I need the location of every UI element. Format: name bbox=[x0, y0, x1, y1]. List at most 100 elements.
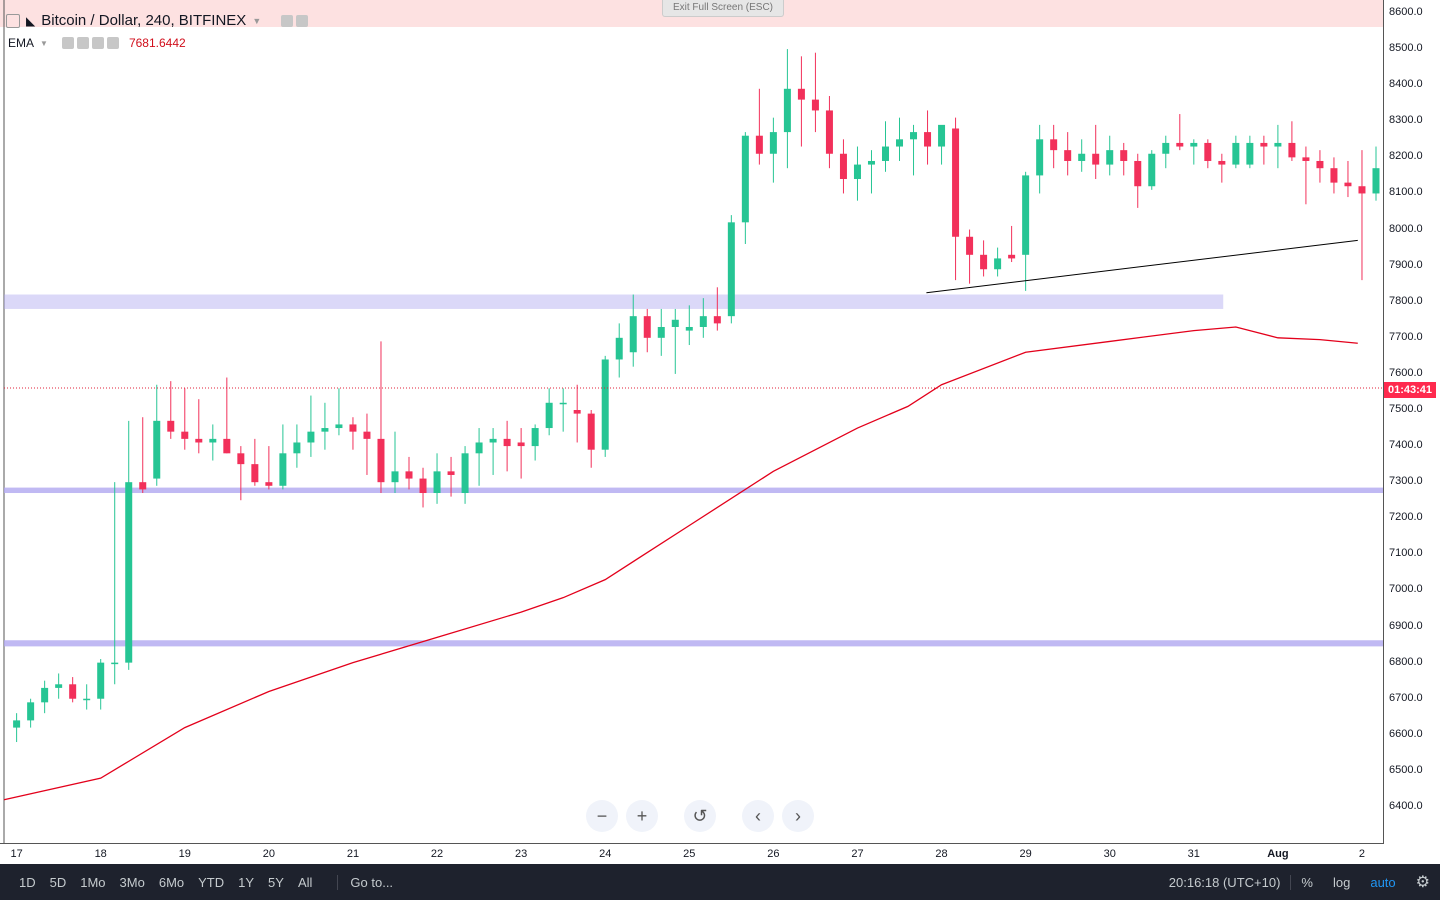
auto-toggle[interactable]: auto bbox=[1370, 874, 1396, 890]
ema-more-icon[interactable] bbox=[91, 37, 104, 49]
range-button[interactable]: 1Y bbox=[238, 874, 255, 890]
price-chart[interactable] bbox=[0, 0, 1383, 844]
candle bbox=[1064, 132, 1072, 176]
scroll-forward-button[interactable]: › bbox=[782, 800, 814, 832]
range-button[interactable]: 3Mo bbox=[119, 874, 145, 890]
candle-body bbox=[1022, 175, 1030, 255]
time-tick-label: 24 bbox=[599, 848, 612, 860]
percent-toggle[interactable]: % bbox=[1301, 874, 1313, 890]
zoom-in-button[interactable]: + bbox=[626, 800, 658, 832]
candle bbox=[1162, 135, 1170, 169]
range-button[interactable]: All bbox=[297, 874, 313, 890]
candle bbox=[475, 428, 483, 486]
reset-chart-button[interactable]: ↺ bbox=[684, 800, 716, 832]
candle-body bbox=[503, 438, 511, 447]
candle-body bbox=[307, 431, 315, 443]
exit-fullscreen-button[interactable]: Exit Full Screen (ESC) bbox=[662, 0, 784, 17]
candle-body bbox=[1064, 150, 1072, 161]
candle-body bbox=[1274, 142, 1282, 147]
candle-body bbox=[55, 684, 63, 688]
time-tick-label: 31 bbox=[1187, 848, 1200, 860]
candle-body bbox=[461, 453, 469, 494]
range-button[interactable]: 1Mo bbox=[80, 874, 106, 890]
price-tick-label: 6700.0 bbox=[1389, 691, 1423, 704]
candle-body bbox=[1176, 142, 1184, 147]
candle-body bbox=[1008, 254, 1016, 259]
candle bbox=[573, 384, 581, 443]
goto-button[interactable]: Go to... bbox=[337, 874, 393, 890]
candle-body bbox=[517, 442, 525, 447]
settings-icon[interactable] bbox=[296, 14, 309, 27]
price-tick-label: 8400.0 bbox=[1389, 78, 1423, 91]
candle bbox=[1302, 146, 1310, 205]
scroll-back-button[interactable]: ‹ bbox=[742, 800, 774, 832]
clock[interactable]: 20:16:18 (UTC+10) bbox=[1159, 874, 1292, 890]
candle-body bbox=[910, 132, 918, 140]
time-tick-label: 19 bbox=[178, 848, 191, 860]
candle bbox=[1036, 124, 1044, 194]
candle bbox=[41, 680, 49, 714]
candle-body bbox=[952, 128, 960, 237]
caret-down-icon[interactable]: ▼ bbox=[252, 15, 262, 26]
price-tick-label: 7000.0 bbox=[1389, 583, 1423, 596]
symbol-title: Bitcoin / Dollar, 240, BITFINEX bbox=[41, 12, 247, 29]
candle-body bbox=[405, 471, 413, 479]
settings-gear-icon[interactable]: ⚙ bbox=[1415, 874, 1430, 891]
ema-settings-icon[interactable] bbox=[76, 37, 89, 49]
candle-body bbox=[1204, 142, 1212, 161]
candle bbox=[265, 446, 273, 490]
range-button[interactable]: 1D bbox=[19, 874, 36, 890]
collapse-legend-icon[interactable] bbox=[6, 13, 20, 28]
candle-body bbox=[1288, 142, 1296, 158]
time-tick-label: 22 bbox=[430, 848, 444, 860]
candle-body bbox=[545, 402, 553, 429]
range-button[interactable]: YTD bbox=[198, 874, 225, 890]
candle-body bbox=[69, 684, 77, 699]
candle bbox=[1260, 135, 1268, 165]
candle bbox=[713, 287, 721, 331]
candle-body bbox=[825, 110, 833, 154]
candle-body bbox=[755, 135, 763, 154]
candle-body bbox=[433, 471, 441, 494]
candle-body bbox=[1302, 157, 1310, 161]
candle-body bbox=[489, 438, 497, 443]
ema-caret-icon[interactable]: ▼ bbox=[40, 38, 48, 48]
price-tick-label: 8300.0 bbox=[1389, 114, 1423, 127]
time-tick-label: 20 bbox=[262, 848, 275, 860]
log-toggle[interactable]: log bbox=[1332, 874, 1351, 890]
candle-body bbox=[265, 482, 273, 486]
candle bbox=[13, 713, 21, 743]
candle bbox=[755, 88, 763, 165]
candle-body bbox=[139, 482, 147, 490]
candle bbox=[839, 139, 847, 194]
candle bbox=[251, 438, 259, 486]
candle-body bbox=[1078, 153, 1086, 161]
candle-body bbox=[111, 662, 119, 665]
candle-body bbox=[783, 88, 791, 133]
candle bbox=[391, 431, 399, 494]
candle-body bbox=[699, 316, 707, 327]
candle bbox=[1288, 121, 1296, 161]
price-axis[interactable] bbox=[1383, 0, 1440, 844]
candle-body bbox=[1050, 139, 1058, 151]
zone-band bbox=[4, 294, 1224, 309]
visibility-icon[interactable] bbox=[281, 14, 294, 27]
zoom-out-button[interactable]: − bbox=[586, 800, 618, 832]
candle bbox=[825, 96, 833, 169]
zone-band bbox=[4, 487, 1383, 494]
candle bbox=[643, 308, 651, 353]
candle bbox=[1176, 114, 1184, 151]
price-tick-label: 8200.0 bbox=[1389, 150, 1423, 163]
ema-remove-icon[interactable] bbox=[106, 37, 119, 49]
candle-body bbox=[1246, 142, 1254, 165]
candle bbox=[587, 410, 595, 468]
ema-visibility-icon[interactable] bbox=[61, 37, 74, 49]
zoom-controls: − + ↺ ‹ › bbox=[586, 800, 814, 832]
candle bbox=[1246, 135, 1254, 169]
range-button[interactable]: 5D bbox=[49, 874, 67, 890]
range-button[interactable]: 5Y bbox=[268, 874, 284, 890]
time-tick-label: 30 bbox=[1103, 848, 1116, 860]
candle bbox=[307, 395, 315, 457]
candle-body bbox=[713, 316, 721, 324]
range-button[interactable]: 6Mo bbox=[158, 874, 185, 890]
